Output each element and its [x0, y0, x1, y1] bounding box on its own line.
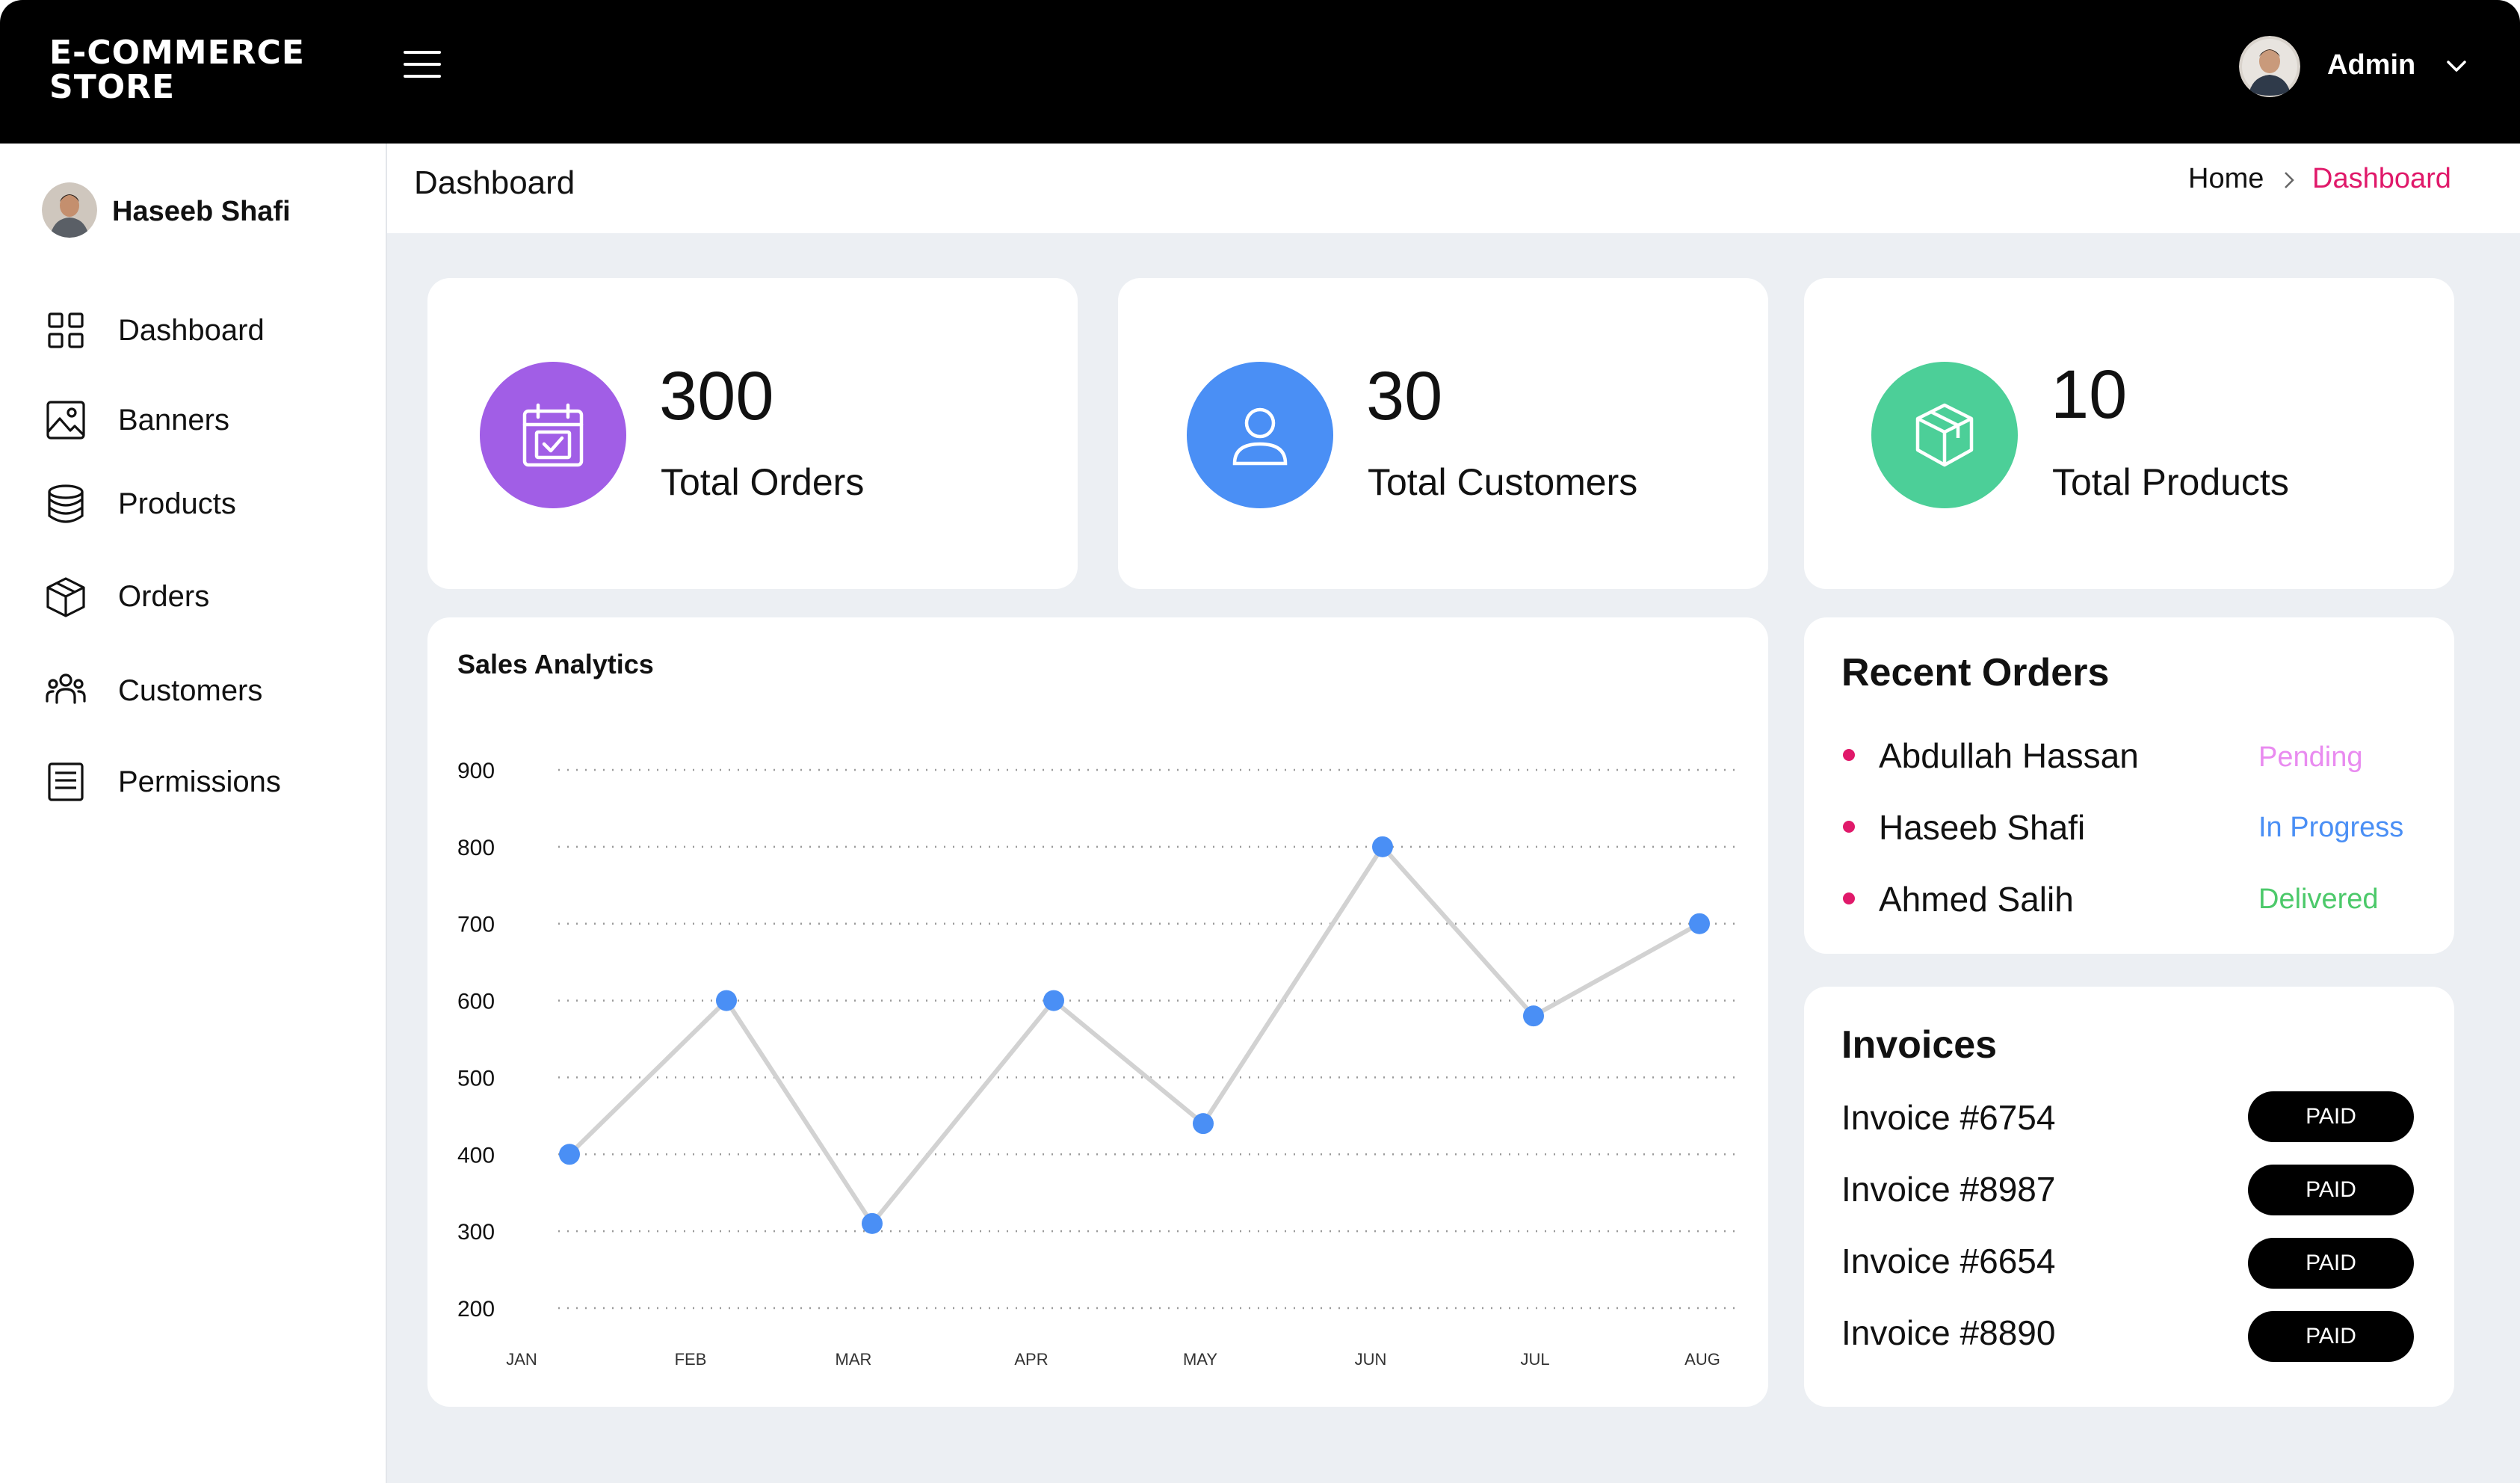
x-tick-label: APR [1014, 1350, 1048, 1369]
package-icon [1915, 403, 1974, 467]
sidebar-item-permissions[interactable]: Permissions [45, 755, 374, 807]
y-tick-label: 700 [457, 913, 495, 937]
order-status: Pending [2258, 742, 2363, 773]
users-icon [46, 673, 86, 704]
paid-badge: PAID [2248, 1091, 2414, 1142]
sidebar-item-products[interactable]: Products [45, 477, 374, 529]
stat-icon-circle [1187, 362, 1333, 508]
x-tick-label: AUG [1684, 1350, 1720, 1369]
sidebar-item-label: Orders [118, 580, 210, 613]
recent-orders-card: Recent Orders Abdullah Hassan Pending Ha… [1804, 617, 2454, 954]
grid-icon [48, 312, 84, 348]
hamburger-menu-icon[interactable] [404, 51, 441, 81]
sidebar-item-orders[interactable]: Orders [45, 570, 374, 622]
document-list-icon [48, 762, 84, 801]
data-point-apr[interactable] [1043, 990, 1064, 1011]
main-content: Dashboard Home Dashboard 300 Total Order… [387, 144, 2520, 1483]
y-tick-label: 800 [457, 836, 495, 860]
invoices-title: Invoices [1841, 1023, 1998, 1067]
invoice-name[interactable]: Invoice #8890 [1841, 1313, 2056, 1352]
x-tick-label: JUL [1520, 1350, 1549, 1369]
box-icon [46, 577, 85, 617]
page-title: Dashboard [414, 164, 575, 201]
page-header: Dashboard Home Dashboard [387, 144, 2520, 233]
image-icon [46, 401, 85, 440]
stat-label: Total Customers [1368, 461, 1638, 503]
avatar[interactable] [2239, 36, 2300, 97]
series-line [567, 844, 1701, 1226]
order-customer-name[interactable]: Ahmed Salih [1879, 880, 2074, 919]
data-point-jul[interactable] [1523, 1005, 1544, 1027]
stat-card-total-customers[interactable]: 30 Total Customers [1118, 278, 1768, 589]
breadcrumb-current: Dashboard [2312, 163, 2451, 194]
breadcrumb-home-link[interactable]: Home [2188, 163, 2264, 194]
invoice-name[interactable]: Invoice #6754 [1841, 1098, 2056, 1137]
stat-icon-circle [480, 362, 626, 508]
database-stack-icon [48, 484, 84, 523]
x-tick-label: JAN [506, 1350, 537, 1369]
order-status: Delivered [2258, 884, 2379, 915]
x-tick-label: JUN [1355, 1350, 1387, 1369]
stat-value: 30 [1366, 358, 1443, 434]
invoices-card: Invoices Invoice #6754 PAID Invoice #898… [1804, 987, 2454, 1407]
bullet-dot [1843, 892, 1855, 904]
sidebar-item-label: Customers [118, 674, 263, 707]
stat-label: Total Products [2052, 461, 2289, 503]
x-tick-label: MAY [1183, 1350, 1217, 1369]
x-tick-label: FEB [675, 1350, 707, 1369]
order-customer-name[interactable]: Abdullah Hassan [1879, 736, 2139, 775]
sidebar-item-label: Permissions [118, 765, 281, 798]
bullet-dot [1843, 821, 1855, 833]
stat-card-total-products[interactable]: 10 Total Products [1804, 278, 2454, 589]
data-point-jan[interactable] [559, 1144, 580, 1165]
brand-line-2: STORE [49, 68, 176, 106]
sidebar: Haseeb Shafi Dashboard Banners Products … [0, 144, 387, 1483]
x-tick-label: MAR [836, 1350, 872, 1369]
sales-analytics-card: Sales Analytics 900 800 700 600 500 400 300 200… [427, 617, 1768, 1407]
paid-badge: PAID [2248, 1165, 2414, 1215]
data-point-mar[interactable] [862, 1212, 883, 1234]
stat-value: 10 [2051, 357, 2128, 433]
chevron-right-icon [2285, 172, 2294, 188]
bullet-dot [1843, 749, 1855, 761]
brand-line-1: E-COMMERCE [49, 34, 305, 72]
data-point-aug[interactable] [1689, 913, 1710, 934]
y-tick-label: 900 [457, 759, 495, 783]
y-tick-label: 500 [457, 1066, 495, 1091]
order-status: In Progress [2258, 812, 2404, 843]
order-customer-name[interactable]: Haseeb Shafi [1879, 808, 2086, 847]
chevron-down-icon[interactable] [2444, 54, 2469, 79]
paid-badge: PAID [2248, 1311, 2414, 1362]
sidebar-item-dashboard[interactable]: Dashboard [45, 303, 374, 356]
data-point-jun[interactable] [1372, 836, 1393, 857]
invoice-name[interactable]: Invoice #8987 [1841, 1170, 2056, 1209]
invoice-name[interactable]: Invoice #6654 [1841, 1242, 2056, 1280]
calendar-check-icon [522, 403, 584, 467]
sidebar-item-label: Banners [118, 404, 229, 437]
stat-icon-circle [1871, 362, 2018, 508]
stat-value: 300 [659, 358, 774, 434]
y-tick-label: 600 [457, 990, 495, 1014]
data-point-feb[interactable] [716, 990, 737, 1011]
chart-title: Sales Analytics [457, 649, 654, 679]
stat-card-total-orders[interactable]: 300 Total Orders [427, 278, 1078, 589]
y-tick-label: 300 [457, 1220, 495, 1245]
recent-orders-title: Recent Orders [1841, 651, 2110, 694]
brand-logo[interactable]: E-COMMERCE STORE [49, 36, 305, 105]
sidebar-item-customers[interactable]: Customers [45, 664, 374, 716]
y-tick-label: 400 [457, 1143, 495, 1168]
user-icon [1232, 407, 1288, 466]
top-bar: E-COMMERCE STORE Admin [0, 0, 2520, 144]
paid-badge: PAID [2248, 1238, 2414, 1289]
avatar[interactable] [42, 182, 97, 238]
sidebar-item-label: Products [118, 487, 236, 520]
data-point-may[interactable] [1193, 1113, 1214, 1135]
y-tick-label: 200 [457, 1297, 495, 1322]
stat-label: Total Orders [661, 461, 865, 503]
admin-user-label[interactable]: Admin [2327, 49, 2416, 81]
sales-line-chart[interactable]: 900 800 700 600 500 400 300 200 JAN FEB MAR APR MAY J… [427, 617, 1768, 1407]
sidebar-item-label: Dashboard [118, 314, 265, 347]
sidebar-item-banners[interactable]: Banners [45, 393, 374, 445]
sidebar-user-name[interactable]: Haseeb Shafi [112, 196, 291, 227]
